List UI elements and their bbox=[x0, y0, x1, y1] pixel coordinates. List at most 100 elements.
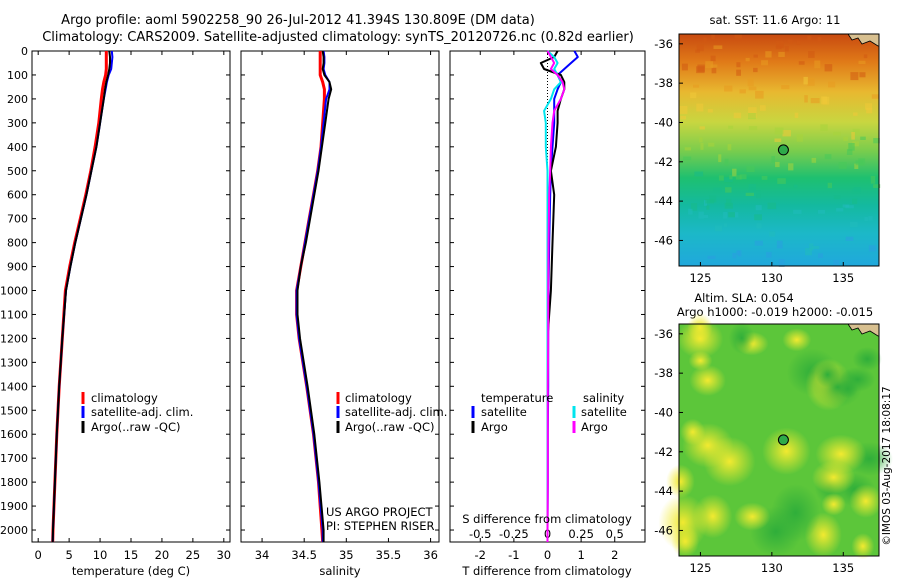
sst-texture-cell bbox=[736, 62, 741, 68]
temperature-xlabel: temperature (deg C) bbox=[72, 564, 190, 578]
salinity-xlabel: salinity bbox=[319, 564, 360, 578]
sst-texture-cell bbox=[755, 90, 764, 99]
sst-texture-cell bbox=[735, 175, 742, 180]
s-tick-label: 0.25 bbox=[568, 527, 594, 541]
x-tick-label: 35 bbox=[339, 548, 354, 562]
sst-texture-cell bbox=[753, 54, 758, 58]
sst-texture-cell bbox=[733, 112, 742, 119]
sst-texture-cell bbox=[756, 190, 761, 199]
sst-texture-cell bbox=[775, 45, 782, 50]
sst-texture-cell bbox=[705, 199, 715, 204]
salinity-legend: climatology satellite-adj. clim. Argo(..… bbox=[336, 391, 447, 434]
sla-float-marker bbox=[777, 434, 789, 446]
project-annotation: US ARGO PROJECT bbox=[326, 505, 434, 519]
sst-texture-cell bbox=[851, 132, 855, 140]
sst-texture-cell bbox=[713, 45, 723, 49]
sst-texture-cell bbox=[859, 72, 866, 78]
sst-texture-cell bbox=[748, 113, 756, 120]
x-tick-label: 36 bbox=[423, 548, 438, 562]
sst-texture-cell bbox=[818, 253, 823, 258]
sst-texture-cell bbox=[696, 103, 704, 112]
sst-texture-cell bbox=[724, 223, 728, 227]
sst-texture-cell bbox=[845, 205, 854, 209]
salinity-plot-frame bbox=[240, 50, 440, 543]
sst-texture-cell bbox=[873, 138, 880, 144]
sst-texture-cell bbox=[734, 212, 739, 218]
s-difference-label: S difference from climatology bbox=[462, 512, 632, 526]
sla-texture-blob bbox=[688, 351, 713, 371]
sla-map-panel: Altim. SLA: 0.054 Argo h1000: -0.019 h20… bbox=[654, 291, 894, 575]
legend-argo: Argo(..raw -QC) bbox=[345, 420, 435, 434]
sst-texture-cell bbox=[774, 127, 784, 135]
sst-texture-cell bbox=[699, 126, 705, 130]
sst-texture-cell bbox=[711, 67, 717, 74]
x-tick-label: 25 bbox=[186, 548, 201, 562]
sla-texture-blob bbox=[677, 319, 724, 359]
sst-texture-cell bbox=[728, 125, 734, 129]
map-x-tick-label: 135 bbox=[832, 561, 854, 575]
sst-texture-cell bbox=[824, 64, 833, 72]
salinity-panel: 34 34.5 35 35.5 36 climatology satellite-adj… bbox=[240, 50, 447, 578]
y-tick-label: 800 bbox=[7, 237, 28, 250]
sst-texture-cell bbox=[761, 175, 768, 180]
legend-temperature-title: temperature bbox=[481, 391, 553, 405]
sst-texture-cell bbox=[803, 76, 808, 85]
sst-texture-cell bbox=[759, 105, 766, 111]
sst-texture-cell bbox=[778, 259, 785, 267]
sst-texture-cell bbox=[777, 178, 786, 184]
sst-texture-cell bbox=[782, 130, 791, 137]
sla-texture-blob bbox=[682, 423, 734, 468]
y-tick-label: 500 bbox=[7, 165, 28, 178]
sst-texture-cell bbox=[852, 141, 859, 147]
map-x-tick-label: 125 bbox=[689, 561, 711, 575]
temperature-plot-frame bbox=[31, 50, 231, 543]
sst-texture-cell bbox=[703, 37, 707, 43]
legend-climatology: climatology bbox=[345, 391, 412, 405]
y-tick-label: 600 bbox=[7, 189, 28, 202]
sst-texture-cell bbox=[708, 142, 715, 147]
sst-texture-cell bbox=[736, 69, 741, 76]
sst-map-frame bbox=[678, 33, 880, 267]
legend-salinity-title: salinity bbox=[583, 391, 624, 405]
y-tick-label: 1400 bbox=[0, 380, 28, 393]
sst-texture-cell bbox=[845, 236, 854, 241]
sst-texture-cell bbox=[725, 187, 732, 193]
series-salinity-argo bbox=[546, 50, 566, 542]
x-tick-label: 20 bbox=[155, 548, 170, 562]
sla-texture-blob bbox=[693, 494, 733, 539]
x-tick-label: 0 bbox=[544, 548, 551, 562]
sst-texture-cell bbox=[755, 205, 762, 211]
sst-texture-cell bbox=[745, 192, 754, 196]
sst-texture-cell bbox=[852, 198, 858, 204]
sst-texture-cell bbox=[732, 253, 737, 259]
temperature-axes: 0100200300400500600700800900100011001200… bbox=[0, 45, 231, 562]
sst-texture-cell bbox=[855, 160, 864, 166]
map-y-tick-label: -46 bbox=[654, 233, 673, 247]
sst-texture-cell bbox=[828, 81, 836, 88]
sst-texture-cell bbox=[684, 147, 691, 151]
sst-texture-cell bbox=[729, 175, 733, 180]
x-tick-label: 10 bbox=[93, 548, 108, 562]
sst-texture-cell bbox=[827, 182, 832, 189]
sst-texture-cell bbox=[821, 96, 827, 105]
sst-texture-cell bbox=[784, 46, 789, 52]
sla-texture-blob bbox=[728, 322, 755, 354]
sst-texture-cell bbox=[709, 195, 717, 203]
map-y-tick-label: -36 bbox=[654, 327, 673, 341]
sst-texture-cell bbox=[852, 189, 861, 194]
sst-texture-cell bbox=[811, 245, 820, 249]
sla-texture-blob bbox=[852, 346, 882, 372]
sla-map-frame bbox=[678, 323, 880, 557]
map-x-tick-label: 130 bbox=[761, 561, 783, 575]
sst-texture-cell bbox=[810, 98, 820, 104]
sst-texture-cell bbox=[718, 175, 724, 181]
sst-texture-cell bbox=[748, 107, 757, 114]
legend-satellite: satellite-adj. clim. bbox=[345, 405, 447, 419]
temperature-series bbox=[51, 50, 114, 543]
sla-texture-blob bbox=[734, 502, 771, 531]
sst-texture-cell bbox=[710, 55, 716, 62]
sst-texture-cell bbox=[748, 86, 757, 91]
sst-texture-cell bbox=[866, 108, 873, 114]
sst-texture-cell bbox=[833, 195, 841, 200]
